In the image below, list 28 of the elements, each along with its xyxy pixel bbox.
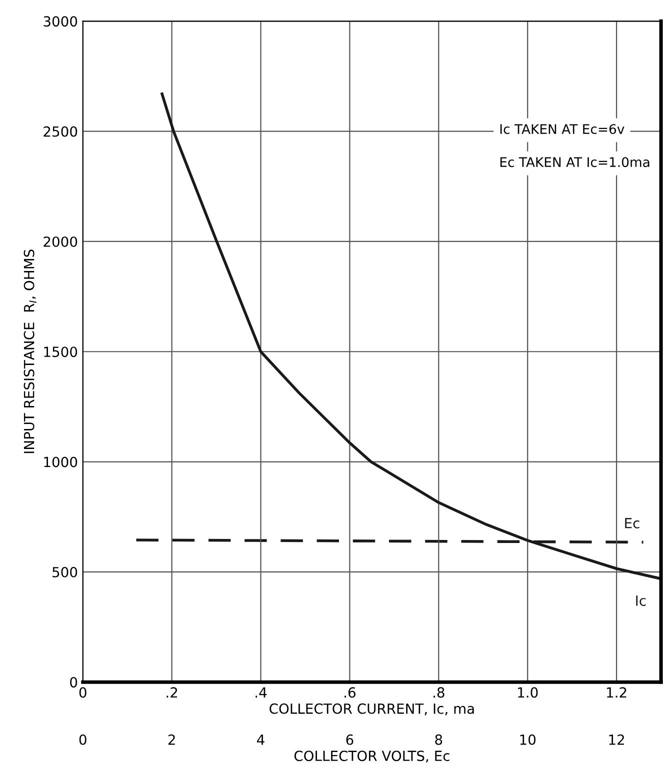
y-tick-label: 1500 xyxy=(44,346,78,358)
y-axis-title: INPUT RESISTANCE R$_{I}$, OHMS xyxy=(24,250,36,454)
x2-tick-label: 0 xyxy=(79,734,86,745)
annotation: Ec TAKEN AT Ic=1.0ma xyxy=(500,157,650,168)
x-tick-label: 1.0 xyxy=(518,687,538,698)
x-axis-title: COLLECTOR CURRENT, Ic, ma xyxy=(270,703,474,716)
y-tick-label: 0 xyxy=(70,677,78,688)
x2-tick-label: 12 xyxy=(609,734,624,745)
x-tick-label: .4 xyxy=(256,687,267,698)
x2-tick-label: 4 xyxy=(257,734,264,745)
x-tick-label: .8 xyxy=(434,687,444,698)
x-tick-label: 0 xyxy=(79,687,86,698)
series-label: Ec xyxy=(625,518,640,528)
x-tick-label: 1.2 xyxy=(607,687,626,698)
y-tick-label: 500 xyxy=(52,566,78,578)
y-tick-label: 2500 xyxy=(44,126,78,137)
y-tick-label: 1000 xyxy=(44,456,78,468)
x2-tick-label: 2 xyxy=(168,734,175,745)
x2-tick-label: 6 xyxy=(346,734,354,745)
x2-tick-label: 8 xyxy=(435,734,442,745)
y-tick-label: 3000 xyxy=(44,16,78,27)
x2-tick-label: 10 xyxy=(520,734,536,745)
x-tick-label: .2 xyxy=(166,687,178,698)
y-tick-label: 2000 xyxy=(44,236,78,247)
series-label: Ic xyxy=(636,596,646,606)
x2-axis-title: COLLECTOR VOLTS, Ec xyxy=(294,750,450,763)
annotation: Ic TAKEN AT Ec=6v xyxy=(500,124,624,134)
x-tick-label: .6 xyxy=(344,687,356,698)
